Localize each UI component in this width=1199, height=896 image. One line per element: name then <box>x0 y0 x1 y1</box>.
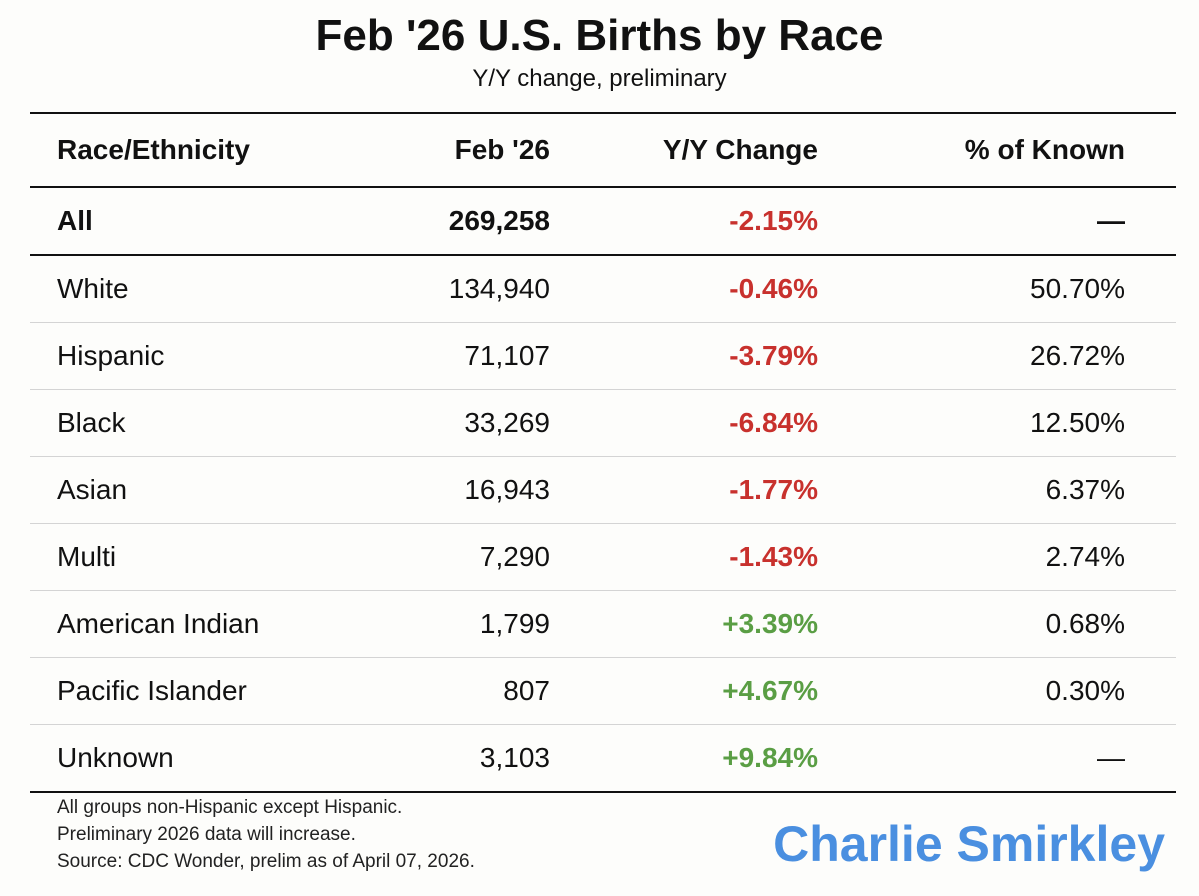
cell-yoy: +4.67% <box>722 675 818 706</box>
cell-feb: 269,258 <box>448 205 550 236</box>
cell-pct: 0.30% <box>1045 675 1125 706</box>
table-body: All 269,258 -2.15% — White 134,940 -0.46% 50.70… <box>30 188 1176 791</box>
cell-pct: 50.70% <box>1030 273 1125 304</box>
cell-race: White <box>57 273 129 304</box>
footnote: Preliminary 2026 data will increase. <box>57 824 356 845</box>
column-header-race: Race/Ethnicity <box>57 134 250 165</box>
cell-pct: — <box>1097 742 1125 773</box>
cell-race: Multi <box>57 541 117 572</box>
cell-feb: 7,290 <box>479 541 550 572</box>
cell-pct: 12.50% <box>1030 407 1125 438</box>
page-subtitle: Y/Y change, preliminary <box>472 65 727 92</box>
table-row: American Indian 1,799 +3.39% 0.68% <box>30 591 1176 658</box>
footnotes: All groups non-Hispanic except Hispanic.… <box>57 794 475 875</box>
cell-feb: 1,799 <box>479 608 550 639</box>
cell-yoy: +9.84% <box>722 742 818 773</box>
table-row: Black 33,269 -6.84% 12.50% <box>30 390 1176 457</box>
cell-yoy: -3.79% <box>729 340 818 371</box>
cell-yoy: -2.15% <box>729 205 818 236</box>
cell-yoy: -6.84% <box>729 407 818 438</box>
cell-yoy: -0.46% <box>729 273 818 304</box>
cell-feb: 16,943 <box>464 474 550 505</box>
cell-race: Black <box>57 407 126 438</box>
page-title: Feb '26 U.S. Births by Race <box>315 11 884 60</box>
cell-race: Hispanic <box>57 340 165 371</box>
cell-yoy: -1.43% <box>729 541 818 572</box>
footnote: All groups non-Hispanic except Hispanic. <box>57 797 403 818</box>
cell-feb: 134,940 <box>448 273 550 304</box>
table-row: Multi 7,290 -1.43% 2.74% <box>30 524 1176 591</box>
cell-pct: 26.72% <box>1030 340 1125 371</box>
cell-race: American Indian <box>57 608 260 639</box>
cell-race: Asian <box>57 474 128 505</box>
cell-race: Pacific Islander <box>57 675 247 706</box>
author-brand: Charlie Smirkley <box>773 816 1165 872</box>
cell-yoy: -1.77% <box>729 474 818 505</box>
footnote: Source: CDC Wonder, prelim as of April 0… <box>57 851 475 872</box>
cell-race: All <box>57 205 93 236</box>
column-header-feb: Feb '26 <box>454 134 550 165</box>
column-header-yoy: Y/Y Change <box>662 134 818 165</box>
cell-pct: 2.74% <box>1045 541 1125 572</box>
table-header-row: Race/Ethnicity Feb '26 Y/Y Change % of K… <box>30 114 1176 188</box>
cell-feb: 71,107 <box>464 340 550 371</box>
table-row: White 134,940 -0.46% 50.70% <box>30 256 1176 323</box>
cell-feb: 3,103 <box>479 742 550 773</box>
table-row: All 269,258 -2.15% — <box>30 188 1176 256</box>
births-table: Race/Ethnicity Feb '26 Y/Y Change % of K… <box>30 112 1176 793</box>
table-row: Unknown 3,103 +9.84% — <box>30 725 1176 791</box>
cell-yoy: +3.39% <box>722 608 818 639</box>
cell-feb: 33,269 <box>464 407 550 438</box>
cell-feb: 807 <box>503 675 550 706</box>
table-row: Hispanic 71,107 -3.79% 26.72% <box>30 323 1176 390</box>
cell-pct: 6.37% <box>1045 474 1125 505</box>
cell-pct: — <box>1097 205 1125 236</box>
table-row: Pacific Islander 807 +4.67% 0.30% <box>30 658 1176 725</box>
cell-race: Unknown <box>57 742 174 773</box>
table-row: Asian 16,943 -1.77% 6.37% <box>30 457 1176 524</box>
cell-pct: 0.68% <box>1045 608 1125 639</box>
column-header-pct: % of Known <box>964 134 1125 165</box>
